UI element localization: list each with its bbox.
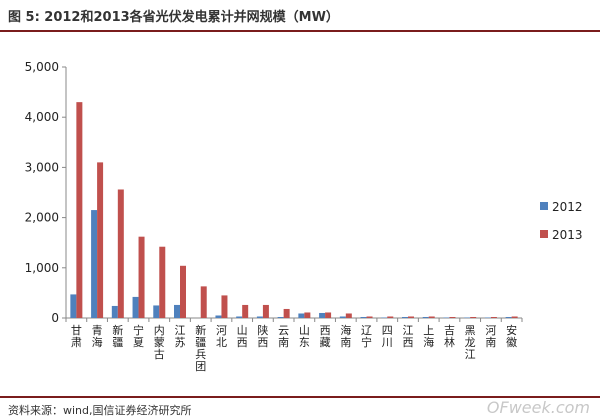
bar-2013 — [117, 189, 124, 318]
x-category-label: 宁夏 — [133, 323, 144, 349]
y-tick-label: 1,000 — [25, 261, 59, 275]
legend-swatch-2012 — [540, 202, 548, 210]
legend-label-2013: 2013 — [552, 228, 583, 242]
bar-2013 — [283, 308, 290, 318]
bar-2013 — [470, 316, 477, 318]
x-category-label: 山东 — [299, 324, 310, 349]
x-category-label: 黑龙江 — [465, 324, 476, 361]
bar-2012 — [422, 316, 429, 318]
bar-2012 — [91, 210, 98, 318]
figure-title: 图 5: 2012和2013各省光伏发电累计并网规模（MW） — [8, 10, 339, 25]
watermark: OFweek.com — [486, 398, 590, 417]
bar-2013 — [262, 304, 269, 318]
bar-2012 — [381, 317, 388, 318]
bar-2013 — [221, 295, 228, 318]
bar-2012 — [70, 294, 77, 318]
x-category-label: 江西 — [403, 324, 414, 349]
x-category-label: 辽宁 — [361, 324, 372, 349]
bar-2013 — [159, 246, 166, 318]
x-category-label: 内蒙古 — [154, 323, 165, 361]
bar-2012 — [464, 317, 471, 318]
bar-2012 — [505, 316, 512, 318]
bar-2012 — [132, 296, 139, 318]
bar-2013 — [138, 236, 145, 318]
x-category-label: 上海 — [423, 324, 434, 349]
bar-2013 — [490, 316, 497, 318]
bar-2012 — [484, 317, 491, 318]
bar-2013 — [97, 162, 104, 318]
bar-2012 — [360, 316, 367, 318]
bar-2013 — [325, 312, 332, 318]
bar-2012 — [277, 316, 284, 318]
y-tick-label: 4,000 — [25, 110, 59, 124]
bar-2012 — [256, 316, 263, 318]
x-category-label: 青海 — [92, 324, 103, 349]
x-category-label: 安徽 — [506, 323, 517, 349]
bar-2012 — [319, 312, 326, 318]
bar-2013 — [304, 312, 311, 318]
bar-2013 — [387, 316, 394, 318]
bar-2013 — [180, 265, 186, 318]
x-category-label: 河南 — [485, 324, 496, 349]
bar-2012 — [174, 304, 180, 318]
bar-2013 — [200, 286, 207, 318]
bottom-rule — [0, 396, 600, 398]
bar-2013 — [242, 304, 249, 318]
y-tick-label: 5,000 — [25, 60, 59, 74]
y-tick-label: 2,000 — [25, 211, 59, 225]
bar-2013 — [76, 102, 83, 318]
bar-2012 — [402, 316, 408, 318]
bar-2012 — [236, 316, 243, 318]
x-category-label: 河北 — [216, 324, 227, 349]
bar-2013 — [511, 316, 518, 318]
x-category-label: 四川 — [382, 324, 393, 349]
bar-2013 — [428, 316, 435, 318]
bar-2013 — [408, 316, 414, 318]
x-category-label: 新疆 — [112, 323, 123, 349]
legend-label-2012: 2012 — [552, 200, 583, 214]
bar-2012 — [339, 316, 346, 318]
x-category-label: 新疆兵团 — [195, 323, 206, 373]
bar-2012 — [153, 305, 160, 318]
bar-2013 — [366, 316, 373, 318]
bar-2012 — [111, 305, 118, 318]
x-category-label: 山西 — [237, 324, 248, 349]
bar-2012 — [443, 317, 450, 318]
bar-2013 — [345, 313, 352, 318]
source-note: 资料来源：wind,国信证券经济研究所 — [8, 404, 192, 417]
x-category-label: 江苏 — [175, 324, 186, 349]
y-tick-label: 0 — [51, 311, 59, 325]
x-category-label: 海南 — [340, 323, 351, 349]
x-category-label: 陕西 — [257, 323, 268, 349]
x-category-label: 云南 — [278, 324, 289, 349]
bar-2012 — [215, 315, 222, 318]
bar-2013 — [449, 316, 456, 318]
top-rule — [0, 30, 600, 32]
x-category-label: 吉林 — [444, 324, 455, 349]
x-category-label: 西藏 — [320, 324, 331, 349]
y-tick-label: 3,000 — [25, 160, 59, 174]
x-category-label: 甘肃 — [71, 324, 82, 349]
bar-2012 — [298, 313, 305, 318]
legend-swatch-2013 — [540, 230, 548, 238]
